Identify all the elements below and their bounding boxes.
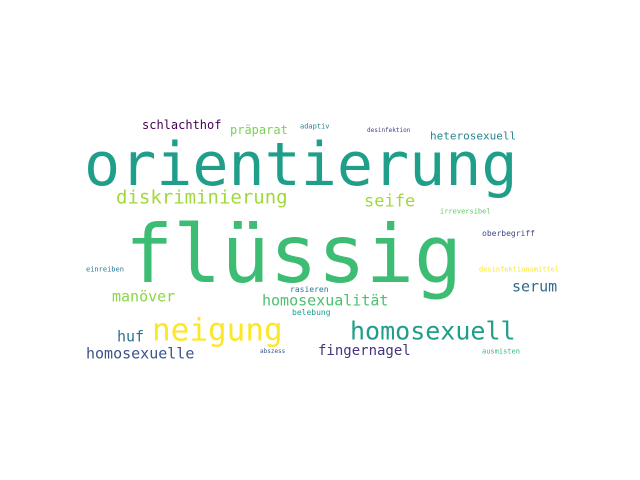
word-homosexuelle: homosexuelle [86,344,195,363]
word-rasieren: rasieren [290,285,329,294]
word-manover: manöver [112,287,176,306]
word-praparat: präparat [230,123,288,137]
word-diskriminierung: diskriminierung [116,186,288,209]
word-huf: huf [117,327,145,346]
word-irreversibel: irreversibel [440,207,491,216]
word-homosexuell: homosexuell [350,316,516,346]
word-oberbegriff: oberbegriff [482,229,535,238]
word-belebung: belebung [292,308,331,317]
word-adaptiv: adaptiv [300,122,330,131]
word-einreiben: einreiben [86,265,124,274]
word-flussig: flüssig [125,208,463,301]
word-desinfektion: desinfektion [367,127,411,134]
word-desinfektionsmittel: desinfektionsmittel [479,265,560,274]
word-serum: serum [512,277,558,296]
word-ausmisten: ausmisten [482,347,520,356]
word-abszess: abszess [260,348,286,355]
word-orientierung: orientierung [84,130,518,200]
word-seife: seife [364,191,416,212]
word-fingernagel: fingernagel [318,343,411,359]
word-heterosexuell: heterosexuell [430,129,517,143]
word-schlachthof: schlachthof [142,118,222,132]
word-neigung: neigung [152,312,283,349]
word-homosexualitat: homosexualität [262,291,389,310]
